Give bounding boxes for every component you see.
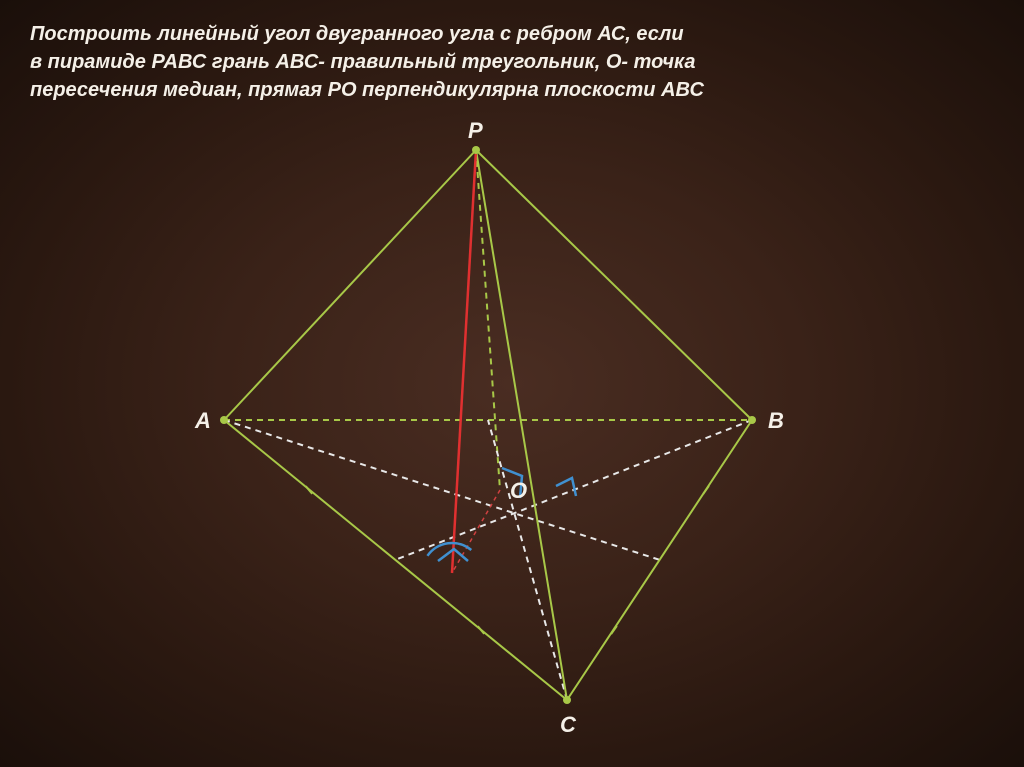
label-B: В <box>768 408 784 434</box>
label-C: С <box>560 712 576 738</box>
geometry-diagram <box>0 0 1024 767</box>
label-A: А <box>195 408 211 434</box>
label-O: О <box>510 478 527 504</box>
label-P: P <box>468 118 483 144</box>
